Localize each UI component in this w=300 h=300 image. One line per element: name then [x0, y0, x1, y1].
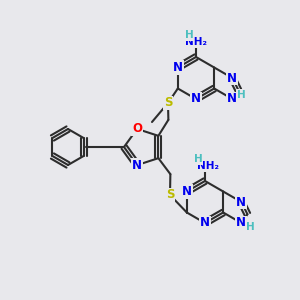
Text: H: H — [184, 30, 194, 40]
Text: NH₂: NH₂ — [185, 37, 207, 47]
Text: O: O — [132, 122, 142, 135]
Text: N: N — [173, 61, 183, 74]
Text: N: N — [236, 196, 246, 208]
Text: N: N — [227, 71, 237, 85]
Text: N: N — [200, 217, 210, 230]
Text: N: N — [132, 159, 142, 172]
Text: N: N — [191, 92, 201, 106]
Text: H: H — [194, 154, 202, 164]
Text: NH₂: NH₂ — [197, 161, 219, 171]
Text: N: N — [236, 217, 246, 230]
Text: N: N — [182, 185, 192, 198]
Text: H: H — [237, 90, 246, 100]
Text: N: N — [227, 92, 237, 106]
Text: S: S — [166, 188, 174, 202]
Text: S: S — [164, 97, 172, 110]
Text: H: H — [246, 222, 255, 232]
